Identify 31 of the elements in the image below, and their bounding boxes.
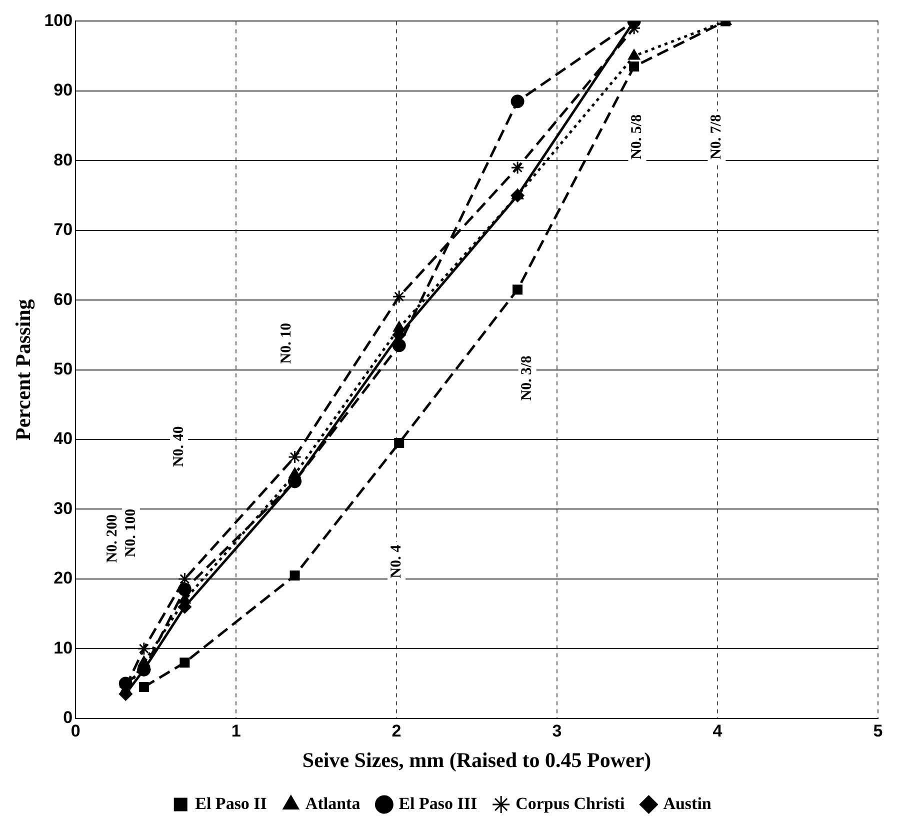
y-tick-label: 90: [54, 80, 73, 100]
x-axis-title: Seive Sizes, mm (Raised to 0.45 Power): [302, 748, 652, 772]
y-tick-label: 40: [54, 429, 73, 448]
y-tick-label: 20: [54, 568, 73, 588]
annotation: N0. 100: [122, 508, 139, 558]
annotation: N0. 200: [104, 514, 120, 563]
y-tick-label: 30: [54, 498, 73, 518]
y-axis-title: Percent Passing: [11, 298, 36, 440]
annotation: N0. 10: [278, 322, 294, 364]
y-tick-label: 100: [44, 10, 73, 30]
annotation: N0. 40: [170, 426, 187, 467]
y-tick-label: 70: [54, 220, 73, 240]
x-tick-label: 3: [552, 721, 562, 740]
legend-label: Atlanta: [305, 794, 361, 813]
legend-label: Corpus Christi: [516, 794, 625, 813]
annotation: N0. 4: [388, 544, 404, 578]
y-tick-label: 60: [54, 290, 73, 309]
legend-label: El Paso III: [398, 794, 478, 813]
x-tick-label: 4: [712, 721, 723, 740]
annotation: N0. 7/8: [708, 114, 725, 160]
x-tick-label: 5: [873, 721, 883, 740]
y-tick-label: 10: [54, 638, 73, 658]
x-tick-label: 1: [231, 721, 241, 740]
annotation: N0. 5/8: [629, 114, 646, 160]
y-tick-label: 0: [63, 708, 73, 728]
legend-label: El Paso II: [195, 794, 268, 813]
y-tick-label: 80: [54, 150, 73, 170]
annotation: N0. 3/8: [519, 356, 536, 401]
x-tick-label: 2: [392, 721, 402, 740]
legend-label: Austin: [663, 794, 712, 813]
y-tick-label: 50: [54, 359, 73, 378]
